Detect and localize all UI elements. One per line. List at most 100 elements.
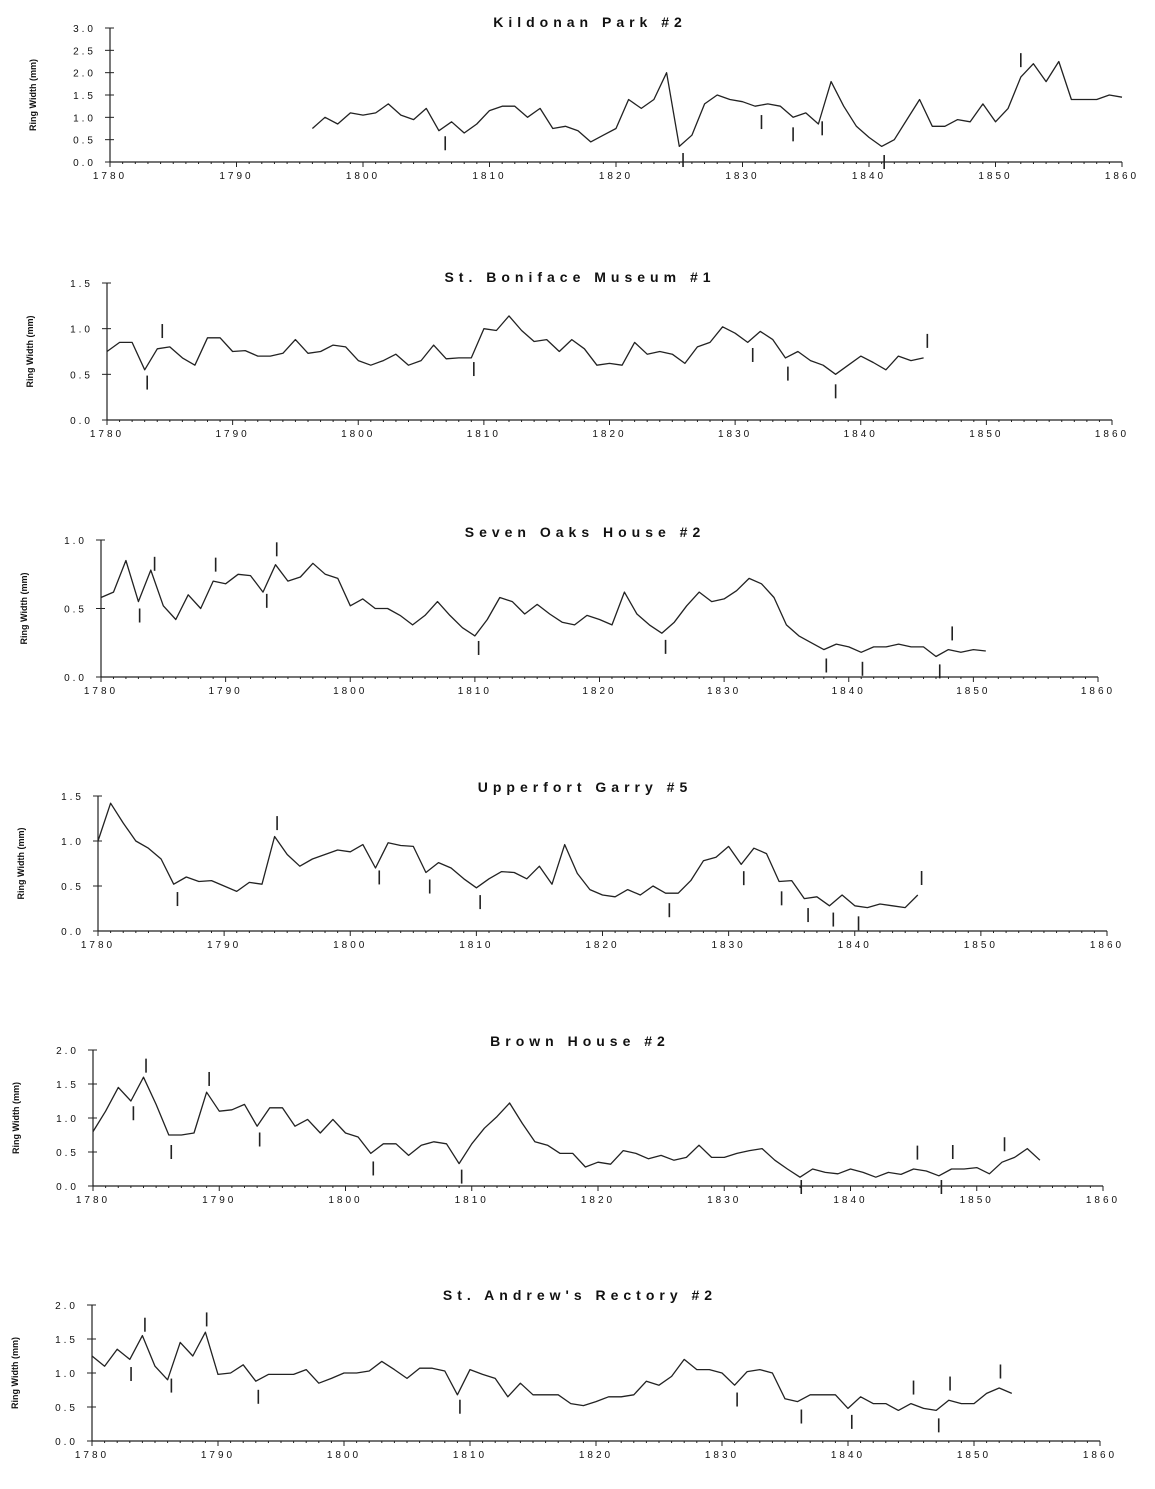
x-tick-label: 1830 [718, 429, 752, 440]
x-tick-label: 1850 [978, 171, 1012, 182]
y-tick-label: 1.5 [70, 279, 93, 290]
chart-panel-6: St. Andrew's Rectory #2 Ring Width (mm) 0.… [10, 1287, 1117, 1461]
x-tick-label: 1840 [838, 940, 872, 951]
y-axis-label: Ring Width (mm) [11, 1082, 21, 1154]
x-tick-label: 1810 [467, 429, 501, 440]
x-tick-label: 1850 [957, 1450, 991, 1461]
y-tick-label: 1.5 [55, 1335, 78, 1346]
x-tick-label: 1780 [84, 686, 118, 697]
x-tick-label: 1790 [209, 686, 243, 697]
series-line [97, 802, 919, 909]
x-tick-label: 1830 [725, 171, 759, 182]
chart-panel-3: Seven Oaks House #2 Ring Width (mm) 0.0 0.5… [19, 524, 1115, 697]
x-tick-label: 1810 [458, 686, 492, 697]
x-tick-label: 1810 [472, 171, 506, 182]
x-tick-label: 1800 [346, 171, 380, 182]
x-tick-label: 1830 [705, 1450, 739, 1461]
x-tick-label: 1820 [582, 686, 616, 697]
x-tick-label: 1860 [1095, 429, 1129, 440]
y-tick-label: 0.0 [56, 1182, 79, 1193]
y-tick-label: 0.0 [61, 927, 84, 938]
series-line [91, 1331, 1013, 1412]
x-tick-label: 1790 [216, 429, 250, 440]
chart-title: Seven Oaks House #2 [465, 524, 706, 540]
chart-panel-5: Brown House #2 Ring Width (mm) 0.0 0.5 1.0 1.… [11, 1033, 1120, 1206]
y-tick-label: 1.0 [55, 1369, 78, 1380]
x-tick-label: 1830 [712, 940, 746, 951]
x-tick-label: 1850 [969, 429, 1003, 440]
x-tick-label: 1860 [1081, 686, 1115, 697]
x-tick-label: 1850 [960, 1195, 994, 1206]
x-tick-label: 1830 [707, 686, 741, 697]
y-tick-label: 1.5 [56, 1080, 79, 1091]
series-line [92, 1076, 1041, 1178]
y-tick-label: 1.0 [64, 536, 87, 547]
y-axis-label: Ring Width (mm) [10, 1337, 20, 1409]
y-tick-label: 1.0 [73, 113, 96, 124]
x-tick-label: 1780 [93, 171, 127, 182]
y-tick-label: 3.0 [73, 24, 96, 35]
y-tick-label: 0.5 [55, 1403, 78, 1414]
series-line [100, 559, 986, 658]
x-tick-label: 1800 [333, 940, 367, 951]
y-tick-label: 0.5 [61, 882, 84, 893]
y-tick-label: 1.5 [61, 792, 84, 803]
x-tick-label: 1780 [75, 1450, 109, 1461]
x-tick-label: 1800 [333, 686, 367, 697]
x-tick-label: 1800 [328, 1195, 362, 1206]
y-tick-label: 0.5 [70, 370, 93, 381]
chart-panel-1: Kildonan Park #2 Ring Width (mm) 0.0 0.5 1.0… [28, 14, 1139, 182]
x-tick-label: 1800 [327, 1450, 361, 1461]
x-tick-label: 1840 [831, 1450, 865, 1461]
x-tick-label: 1820 [581, 1195, 615, 1206]
x-tick-label: 1840 [832, 686, 866, 697]
x-tick-label: 1840 [852, 171, 886, 182]
y-tick-label: 0.0 [73, 158, 96, 169]
x-tick-label: 1860 [1083, 1450, 1117, 1461]
y-tick-label: 0.5 [64, 605, 87, 616]
x-tick-label: 1820 [592, 429, 626, 440]
chart-title: St. Andrew's Rectory #2 [443, 1287, 717, 1303]
y-tick-label: 2.0 [56, 1046, 79, 1057]
y-tick-label: 2.0 [73, 69, 96, 80]
y-tick-label: 1.0 [56, 1114, 79, 1125]
x-tick-label: 1810 [459, 940, 493, 951]
series-line [106, 315, 924, 375]
x-tick-label: 1820 [579, 1450, 613, 1461]
chart-title: Kildonan Park #2 [493, 14, 687, 30]
series-line [311, 60, 1123, 148]
chart-title: Brown House #2 [490, 1033, 670, 1049]
y-tick-label: 0.0 [70, 416, 93, 427]
x-tick-label: 1860 [1090, 940, 1124, 951]
x-tick-label: 1790 [202, 1195, 236, 1206]
x-tick-label: 1800 [341, 429, 375, 440]
x-tick-label: 1860 [1105, 171, 1139, 182]
y-tick-label: 1.0 [70, 325, 93, 336]
y-axis-label: Ring Width (mm) [16, 828, 26, 900]
y-tick-label: 0.5 [73, 136, 96, 147]
x-tick-label: 1850 [964, 940, 998, 951]
chart-title: Upperfort Garry #5 [478, 779, 692, 795]
x-tick-label: 1840 [844, 429, 878, 440]
y-tick-label: 0.0 [64, 673, 87, 684]
chart-panel-2: St. Boniface Museum #1 Ring Width (mm) 0.0… [25, 269, 1129, 440]
x-tick-label: 1780 [81, 940, 115, 951]
y-tick-label: 2.0 [55, 1301, 78, 1312]
x-tick-label: 1820 [585, 940, 619, 951]
y-axis-label: Ring Width (mm) [19, 573, 29, 645]
x-tick-label: 1780 [90, 429, 124, 440]
x-tick-label: 1830 [707, 1195, 741, 1206]
chart-title: St. Boniface Museum #1 [444, 269, 715, 285]
x-tick-label: 1780 [76, 1195, 110, 1206]
x-tick-label: 1860 [1086, 1195, 1120, 1206]
x-tick-label: 1820 [599, 171, 633, 182]
y-tick-label: 1.5 [73, 91, 96, 102]
x-tick-label: 1790 [219, 171, 253, 182]
x-tick-label: 1810 [453, 1450, 487, 1461]
x-tick-label: 1790 [201, 1450, 235, 1461]
x-tick-label: 1810 [455, 1195, 489, 1206]
chart-panel-4: Upperfort Garry #5 Ring Width (mm) 0.0 0.5 1… [16, 779, 1124, 951]
y-tick-label: 0.5 [56, 1148, 79, 1159]
x-tick-label: 1790 [207, 940, 241, 951]
